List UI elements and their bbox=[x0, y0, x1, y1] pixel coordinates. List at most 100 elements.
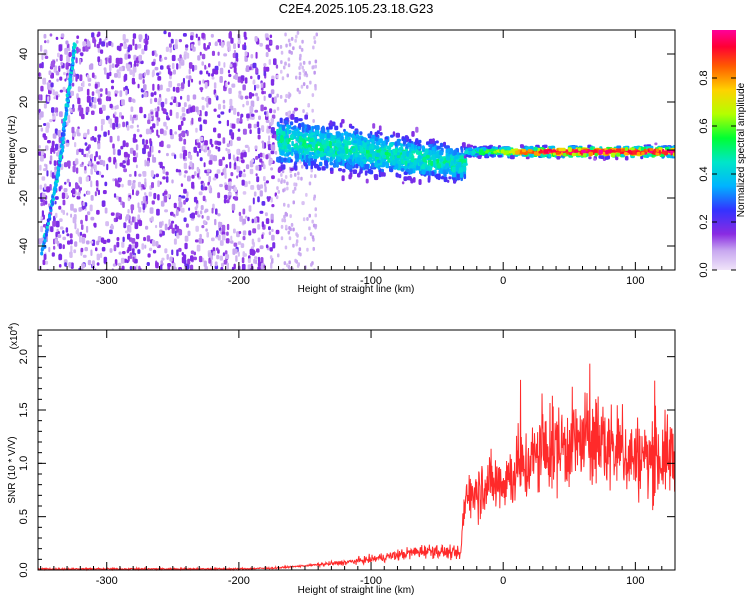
heatmap-cell bbox=[469, 144, 474, 148]
heatmap-cell bbox=[485, 153, 489, 158]
heatmap-cell bbox=[280, 236, 284, 241]
heatmap-cell bbox=[309, 232, 313, 237]
heatmap-cell bbox=[54, 65, 58, 70]
heatmap-cell bbox=[229, 161, 232, 169]
heatmap-cell bbox=[206, 102, 209, 108]
heatmap-cell bbox=[160, 65, 164, 70]
heatmap-cell bbox=[199, 51, 202, 56]
spectrogram-y-tick-label: 0 bbox=[18, 147, 30, 153]
heatmap-cell bbox=[251, 249, 255, 256]
heatmap-cell bbox=[396, 173, 400, 178]
heatmap-cell bbox=[165, 112, 169, 116]
heatmap-cell bbox=[90, 216, 95, 221]
heatmap-cell bbox=[126, 64, 131, 72]
heatmap-cell bbox=[194, 171, 197, 176]
heatmap-cell bbox=[233, 228, 236, 234]
heatmap-cell bbox=[58, 44, 63, 52]
heatmap-cell bbox=[350, 125, 355, 129]
heatmap-cell bbox=[295, 239, 299, 244]
heatmap-cell bbox=[216, 254, 220, 260]
heatmap-cell bbox=[281, 124, 286, 131]
heatmap-cell bbox=[298, 123, 302, 129]
heatmap-cell bbox=[101, 104, 106, 111]
heatmap-cell bbox=[257, 256, 261, 263]
heatmap-cell bbox=[125, 142, 129, 148]
heatmap-cell bbox=[593, 157, 597, 161]
heatmap-cell bbox=[287, 63, 291, 68]
heatmap-cell bbox=[86, 88, 90, 96]
heatmap-cell bbox=[309, 137, 314, 142]
heatmap-cell bbox=[228, 32, 232, 39]
heatmap-cell bbox=[138, 220, 143, 227]
heatmap-cell bbox=[119, 112, 122, 118]
heatmap-cell bbox=[247, 258, 251, 264]
heatmap-cell bbox=[76, 228, 79, 235]
heatmap-cell bbox=[265, 244, 269, 249]
heatmap-cell bbox=[142, 147, 146, 155]
heatmap-cell bbox=[309, 80, 312, 85]
heatmap-cell bbox=[224, 184, 228, 191]
heatmap-cell bbox=[204, 145, 208, 153]
heatmap-cell bbox=[86, 95, 91, 103]
heatmap-cell bbox=[88, 83, 91, 87]
heatmap-cell bbox=[61, 192, 66, 199]
heatmap-cell bbox=[263, 176, 266, 182]
heatmap-cell bbox=[45, 164, 48, 171]
heatmap-cell bbox=[86, 40, 91, 47]
heatmap-cell bbox=[100, 174, 104, 178]
heatmap-cell bbox=[50, 170, 53, 178]
heatmap-cell bbox=[300, 47, 304, 52]
heatmap-cell bbox=[194, 239, 199, 243]
heatmap-cell bbox=[96, 187, 99, 192]
heatmap-cell bbox=[75, 57, 78, 64]
heatmap-cell bbox=[326, 145, 330, 151]
heatmap-cell bbox=[115, 195, 120, 200]
heatmap-cell bbox=[279, 44, 283, 49]
heatmap-cell bbox=[287, 57, 291, 62]
heatmap-cell bbox=[301, 201, 304, 206]
heatmap-cell bbox=[77, 86, 81, 92]
heatmap-cell bbox=[277, 189, 280, 194]
heatmap-cell bbox=[246, 113, 250, 119]
heatmap-cell bbox=[44, 40, 47, 44]
heatmap-cell bbox=[145, 128, 150, 135]
heatmap-cell bbox=[231, 203, 236, 211]
heatmap-cell bbox=[311, 108, 314, 113]
heatmap-cell bbox=[299, 62, 302, 67]
heatmap-cell bbox=[280, 173, 283, 177]
heatmap-cell bbox=[262, 152, 265, 159]
heatmap-cell bbox=[213, 250, 216, 256]
heatmap-cell bbox=[191, 78, 194, 83]
heatmap-cell bbox=[145, 225, 149, 230]
heatmap-cell bbox=[48, 89, 52, 95]
heatmap-cell bbox=[64, 78, 67, 82]
heatmap-cell bbox=[388, 152, 391, 157]
heatmap-cell bbox=[295, 242, 298, 247]
heatmap-cell bbox=[157, 194, 160, 201]
heatmap-streak-cell bbox=[61, 136, 65, 141]
heatmap-cell bbox=[222, 104, 226, 110]
heatmap-cell bbox=[50, 82, 54, 88]
heatmap-cell bbox=[435, 153, 439, 158]
heatmap-cell bbox=[342, 168, 346, 173]
heatmap-cell bbox=[81, 237, 86, 244]
heatmap-cell bbox=[175, 86, 180, 93]
heatmap-cell bbox=[157, 180, 160, 188]
heatmap-cell bbox=[142, 79, 145, 84]
heatmap-cell bbox=[503, 146, 508, 150]
heatmap-cell bbox=[169, 109, 173, 116]
heatmap-cell bbox=[255, 173, 258, 177]
heatmap-cell bbox=[459, 155, 464, 159]
heatmap-cell bbox=[160, 57, 163, 62]
heatmap-cell bbox=[148, 247, 153, 251]
heatmap-cell bbox=[55, 231, 58, 238]
heatmap-cell bbox=[169, 129, 173, 136]
heatmap-cell bbox=[342, 139, 347, 144]
heatmap-cell bbox=[57, 234, 62, 238]
heatmap-cell bbox=[240, 113, 244, 118]
heatmap-cell bbox=[431, 146, 436, 152]
heatmap-cell bbox=[112, 178, 115, 182]
heatmap-cell bbox=[227, 148, 231, 155]
heatmap-cell bbox=[624, 147, 629, 151]
heatmap-cell bbox=[284, 148, 289, 153]
